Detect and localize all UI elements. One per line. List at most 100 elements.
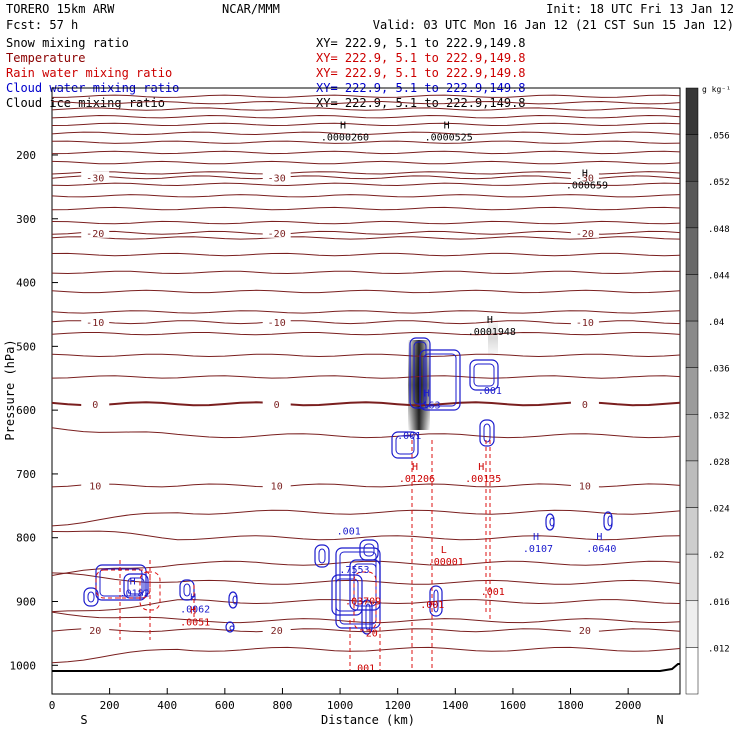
extremum-marker: H — [444, 121, 450, 132]
isotherm-label-bg — [570, 479, 599, 491]
isotherm-label: 20 — [579, 626, 591, 637]
extremum-value: .000659 — [566, 180, 608, 191]
colorbar-tick-label: .044 — [708, 271, 730, 281]
legend-name-rain: Rain water mixing ratio — [6, 66, 172, 80]
y-tick-label: 900 — [16, 596, 36, 609]
isotherm-label-bg — [262, 171, 291, 183]
extremum-value: .0051 — [180, 617, 210, 628]
extremum-marker: H — [190, 593, 196, 604]
y-tick-label: 500 — [16, 340, 36, 353]
colorbar-tick-label: .04 — [708, 318, 724, 328]
legend-xy-rain: XY= 222.9, 5.1 to 222.9,149.8 — [316, 66, 526, 80]
isotherm-line — [51, 331, 681, 336]
isotherm-line — [51, 599, 681, 613]
cloud-contour — [483, 423, 491, 443]
isotherm-label: 20 — [271, 626, 283, 637]
colorbar-swatch — [685, 87, 699, 135]
rain-water-contours — [95, 440, 491, 672]
temperature-isotherms: -30 -30 -30 -20 -20 -20 -10 -10 -10 0 0 0 10 10 10 20 20… — [51, 94, 681, 664]
cloud-contour — [409, 337, 431, 409]
isotherm-line — [51, 289, 681, 294]
cloud-contour-label: .001 — [337, 527, 361, 538]
colorbar-swatch — [685, 414, 699, 462]
isotherm-label-bg — [570, 316, 599, 328]
x-tick-label: 2000 — [615, 699, 642, 712]
isotherm-label: 10 — [579, 481, 591, 492]
cloud-contour — [183, 583, 191, 597]
legend-name-temperature: Temperature — [6, 51, 85, 65]
forecast-hour: Fcst: 57 h — [6, 18, 78, 32]
x-tick-label: 0 — [49, 699, 56, 712]
plot-frame — [51, 87, 681, 695]
isotherm-label: -10 — [576, 318, 594, 329]
colorbar-swatch — [685, 507, 699, 555]
rain-contour — [95, 569, 151, 599]
x-tick-label: 400 — [157, 699, 177, 712]
colorbar-swatch — [685, 274, 699, 322]
colorbar: .012 .016 .02 .024 .028 .032 .036 .04 .044 .048 .0… — [685, 87, 730, 695]
isotherm-line — [51, 160, 681, 165]
colorbar-swatch — [685, 180, 699, 229]
cloud-contour — [429, 585, 443, 617]
y-tick-label: 300 — [16, 213, 36, 226]
extremum-value: .0640 — [586, 544, 616, 555]
extremum-marker: H — [478, 462, 484, 473]
x-tick-label: 1400 — [442, 699, 469, 712]
ground-line — [52, 663, 680, 672]
extremum-value: .0182 — [120, 589, 150, 600]
cloud-contour-label: .001 — [478, 386, 502, 397]
cloud-contour — [395, 435, 415, 455]
colorbar-swatch — [685, 134, 699, 182]
field-labels: H.0000260H.0000525H.000659H.0001948H.012… — [120, 121, 617, 675]
cloud-contour — [83, 587, 99, 607]
isotherm-label: -30 — [268, 173, 286, 184]
colorbar-tick-label: .056 — [708, 132, 730, 142]
cloud-contour — [365, 603, 371, 631]
colorbar-tick-label: .024 — [708, 505, 730, 515]
rain-contour-label: .001 — [351, 664, 375, 675]
extremum-marker: H — [130, 577, 136, 588]
isotherm-line — [51, 236, 681, 240]
isotherm-line — [51, 206, 681, 211]
cloud-contour — [469, 359, 499, 391]
x-tick-label: 600 — [215, 699, 235, 712]
isotherm-label-bg — [262, 226, 291, 238]
y-tick-label: 800 — [16, 532, 36, 545]
cloud-contour — [361, 599, 373, 635]
extremum-marker: H — [533, 532, 539, 543]
isotherm-line — [51, 530, 681, 541]
extremum-marker: H — [412, 462, 418, 473]
rain-contour-label: 20 — [366, 629, 378, 640]
extremum-marker: L — [441, 545, 447, 556]
isotherm-label-bg — [262, 479, 291, 491]
cloud-contour — [95, 564, 147, 601]
colorbar-unit: g kg⁻¹ — [702, 85, 731, 94]
cloud-contour — [391, 431, 419, 459]
isotherm-label: -20 — [268, 229, 286, 240]
extremum-value: .0001948 — [468, 327, 516, 338]
extremum-marker: H — [582, 168, 588, 179]
cloud-contour — [331, 574, 363, 616]
isotherm-label-bg — [570, 226, 599, 238]
legend: Snow mixing ratio XY= 222.9, 5.1 to 222.… — [6, 36, 526, 110]
isotherm-label-bg — [81, 624, 110, 636]
colorbar-tick-label: .016 — [708, 598, 730, 608]
colorbar-swatch — [685, 600, 699, 648]
isotherm-label-bg — [262, 624, 291, 636]
legend-xy-temperature: XY= 222.9, 5.1 to 222.9,149.8 — [316, 51, 526, 65]
y-axis-label: Pressure (hPa) — [3, 339, 17, 440]
colorbar-tick-label: .012 — [708, 644, 730, 654]
x-tick-label: 800 — [273, 699, 293, 712]
north-endpoint-label: N — [656, 713, 663, 727]
isotherm-label: -10 — [86, 318, 104, 329]
isotherm-label: -20 — [86, 229, 104, 240]
extremum-value: .0000525 — [425, 133, 473, 144]
south-endpoint-label: S — [80, 713, 87, 727]
isotherm-line — [51, 560, 681, 576]
isotherm-label: 10 — [89, 481, 101, 492]
isotherm-line — [51, 114, 681, 119]
isotherm-line — [51, 150, 681, 155]
isotherm-label-bg — [570, 171, 599, 183]
isotherm-label-bg — [81, 226, 110, 238]
cloud-contour — [359, 539, 379, 561]
